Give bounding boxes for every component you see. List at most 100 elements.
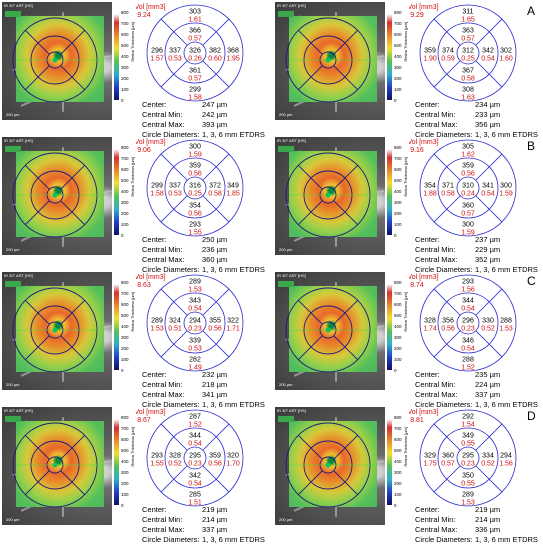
grid-spoke (24, 470, 50, 496)
fundus-image: IR 30° ART [HS] 200 µm (2, 2, 112, 120)
etdrs-spoke (433, 423, 461, 451)
colorbar-tick-label: 800 (121, 415, 129, 420)
summary-row-central-min: Central Min: 214 µm (415, 515, 538, 525)
etdrs-spoke (433, 330, 461, 358)
etdrs-spoke (475, 330, 503, 358)
colorbar-tick-label: 500 (121, 178, 129, 183)
oct-panel-b-right: IR 30° ART [HS] 200 µm 800 700 600 500 400 300 2… (275, 137, 541, 274)
summary-row-center: Center: 237 µm (415, 235, 538, 245)
grid-spoke (60, 335, 86, 361)
summary-value: 1, 3, 6 mm ETDRS (475, 130, 538, 139)
thickness-outer-bottom: 282 (189, 357, 201, 364)
scan-mode-label: IR 30° ART [HS] (277, 273, 306, 278)
summary-row-central-min: Central Min: 218 µm (142, 380, 265, 390)
thickness-outer-right: 322 (227, 318, 239, 325)
colorbar-tick-label: 100 (394, 357, 402, 362)
summary-value: 393 µm (202, 120, 228, 129)
etdrs-spoke (202, 465, 230, 493)
thickness-outer-top: 292 (462, 414, 474, 421)
colorbar-axis-label: Retina Thickness [µm] (130, 292, 135, 332)
colorbar-axis-label: Retina Thickness [µm] (403, 22, 408, 62)
quality-badge (5, 11, 21, 17)
etdrs-spoke (433, 195, 461, 223)
volume-outer-bottom: 1.55 (188, 230, 202, 237)
thickness-inner-left: 356 (442, 318, 454, 325)
etdrs-circle (164, 427, 226, 489)
grid-spoke (24, 200, 50, 226)
summary-value: 229 µm (475, 245, 501, 254)
panel-letter: C (527, 274, 536, 288)
etdrs-circle (437, 427, 499, 489)
thickness-inner-left: 324 (169, 318, 181, 325)
panel-letter: A (527, 4, 536, 18)
grid-spoke (297, 335, 323, 361)
volume-outer-left: 1.53 (150, 326, 164, 333)
etdrs-grid-overlay (285, 422, 377, 508)
thickness-outer-bottom: 308 (462, 87, 474, 94)
volume-outer-bottom: 1.49 (188, 365, 202, 372)
summary-label: Center: (142, 100, 167, 109)
colorbar-tick-label: 300 (121, 470, 129, 475)
colorbar-tick-label: 100 (121, 492, 129, 497)
summary-value: 219 µm (202, 505, 228, 514)
grid-spoke (24, 164, 50, 190)
colorbar-axis-label: Retina Thickness [µm] (130, 157, 135, 197)
thickness-inner-bottom: 342 (189, 473, 201, 480)
summary-row-center: Center: 219 µm (415, 505, 538, 515)
summary-value: 250 µm (202, 235, 228, 244)
thickness-center: 326 (189, 48, 201, 55)
volume-inner-left: 0.59 (441, 56, 455, 63)
volume-inner-left: 0.53 (168, 56, 182, 63)
volume-inner-right: 0.60 (208, 56, 222, 63)
oct-panel-c-right: IR 30° ART [HS] 200 µm 800 700 600 500 400 300 2… (275, 272, 541, 409)
total-volume-value: 9.29 (410, 12, 424, 19)
etdrs-spoke (433, 465, 461, 493)
summary-row-circle: Circle Diameters: 1, 3, 6 mm ETDRS (142, 265, 265, 275)
thickness-outer-left: 299 (151, 183, 163, 190)
thickness-center: 316 (189, 183, 201, 190)
summary-label: Central Min: (142, 380, 183, 389)
colorbar-tick-label: 200 (394, 346, 402, 351)
volume-outer-bottom: 1.51 (188, 500, 202, 507)
summary-label: Circle Diameters: (415, 535, 473, 544)
grid-spoke (60, 299, 86, 325)
volume-outer-right: 1.59 (499, 191, 513, 198)
scan-mode-label: IR 30° ART [HS] (277, 138, 306, 143)
summary-label: Central Max: (415, 120, 458, 129)
summary-label: Circle Diameters: (415, 265, 473, 274)
colorbar-tick-label: 400 (394, 324, 402, 329)
summary-label: Central Max: (415, 390, 458, 399)
colorbar-tick-label: 0 (394, 503, 397, 508)
colorbar-ticks: 800 700 600 500 400 300 200 100 0 (121, 415, 133, 511)
thickness-inner-top: 343 (189, 298, 201, 305)
measurement-summary: Center: 247 µm Central Min: 242 µm Central M… (142, 100, 265, 140)
colorbar-tick-label: 800 (394, 10, 402, 15)
etdrs-circle (437, 292, 499, 354)
summary-label: Circle Diameters: (415, 130, 473, 139)
thickness-inner-top: 344 (189, 433, 201, 440)
colorbar-tick-label: 700 (121, 291, 129, 296)
colorbar-ticks: 800 700 600 500 400 300 200 100 0 (394, 10, 406, 106)
etdrs-circle (183, 446, 207, 470)
thickness-inner-top: 366 (189, 28, 201, 35)
colorbar-tick-label: 100 (394, 222, 402, 227)
volume-inner-bottom: 0.56 (188, 211, 202, 218)
etdrs-spoke (160, 330, 188, 358)
colorbar-tick-label: 600 (121, 437, 129, 442)
summary-row-central-min: Central Min: 224 µm (415, 380, 538, 390)
colorbar-tick-label: 500 (121, 448, 129, 453)
colorbar-tick-label: 200 (394, 76, 402, 81)
volume-inner-top: 0.54 (188, 441, 202, 448)
thickness-outer-bottom: 300 (462, 222, 474, 229)
scale-bar-label: 200 µm (6, 247, 20, 252)
summary-label: Central Min: (415, 245, 456, 254)
thickness-inner-bottom: 367 (462, 68, 474, 75)
grid-spoke (24, 29, 50, 55)
grid-spoke (24, 335, 50, 361)
summary-label: Circle Diameters: (142, 400, 200, 409)
colorbar-tick-label: 700 (121, 21, 129, 26)
colorbar-tick-label: 400 (121, 189, 129, 194)
volume-inner-top: 0.57 (461, 36, 475, 43)
summary-label: Central Max: (142, 390, 185, 399)
volume-inner-top: 0.57 (188, 36, 202, 43)
